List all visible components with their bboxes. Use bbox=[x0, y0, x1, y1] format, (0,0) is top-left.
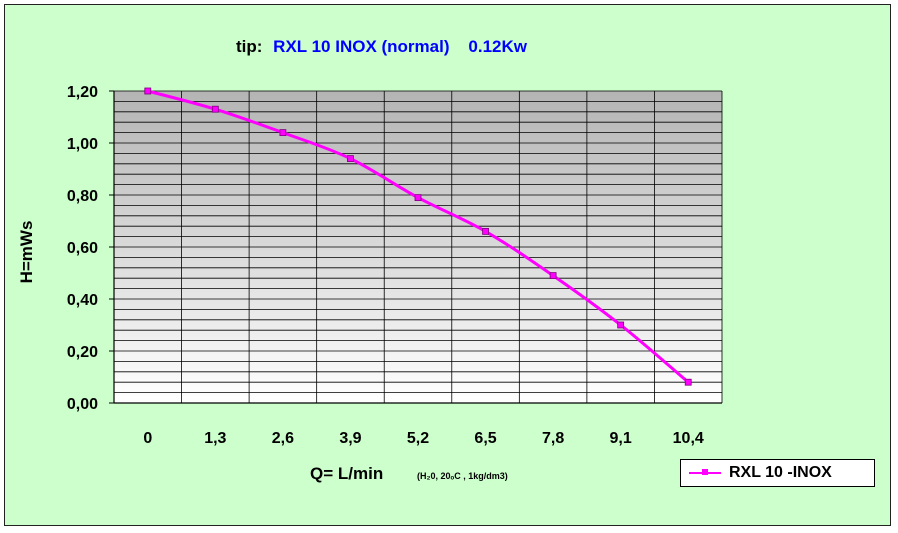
x-axis-note: (H₂0, 20ₒC , 1kg/dm3) bbox=[417, 471, 508, 481]
x-tick-label: 1,3 bbox=[204, 430, 226, 447]
data-point bbox=[549, 272, 557, 280]
x-tick-labels: 0 1,3 2,6 3,9 5,2 6,5 7,8 9,1 10,4 bbox=[143, 430, 704, 447]
legend: RXL 10 -INOX bbox=[680, 459, 875, 487]
y-tick-label: 0,40 bbox=[67, 292, 98, 309]
y-tick-label: 0,80 bbox=[67, 188, 98, 205]
x-tick-label: 9,1 bbox=[610, 430, 632, 447]
chart-title-prefix: tip: bbox=[236, 37, 262, 56]
y-tick-label: 1,20 bbox=[67, 84, 98, 101]
x-tick-label: 2,6 bbox=[272, 430, 294, 447]
y-tick-label: 1,00 bbox=[67, 136, 98, 153]
data-point bbox=[414, 194, 422, 202]
data-point bbox=[211, 105, 219, 113]
y-tick-label: 0,60 bbox=[67, 240, 98, 257]
series-layer bbox=[144, 87, 692, 386]
legend-label: RXL 10 -INOX bbox=[729, 464, 832, 481]
chart-title-main: RXL 10 INOX (normal) 0.12Kw bbox=[273, 37, 528, 56]
y-axis-title: H=mWs bbox=[17, 221, 36, 284]
y-tick-label: 0,00 bbox=[67, 396, 98, 413]
data-point bbox=[617, 321, 625, 329]
y-tick-label: 0,20 bbox=[67, 344, 98, 361]
x-tick-label: 10,4 bbox=[673, 430, 704, 447]
legend-marker bbox=[702, 469, 708, 475]
x-tick-label: 6,5 bbox=[474, 430, 496, 447]
data-point bbox=[482, 227, 489, 235]
data-point bbox=[144, 87, 152, 95]
data-point bbox=[684, 378, 692, 386]
x-tick-label: 5,2 bbox=[407, 430, 429, 447]
x-tick-label: 0 bbox=[143, 430, 152, 447]
x-axis-title: Q= L/min bbox=[310, 464, 383, 483]
data-point bbox=[279, 129, 287, 137]
x-tick-label: 7,8 bbox=[542, 430, 564, 447]
data-point bbox=[347, 155, 354, 163]
y-tick-labels: 0,00 0,20 0,40 0,60 0,80 1,00 1,20 bbox=[67, 84, 114, 413]
x-tick-label: 3,9 bbox=[339, 430, 361, 447]
chart-title: tip: RXL 10 INOX (normal) 0.12Kw bbox=[236, 37, 528, 56]
